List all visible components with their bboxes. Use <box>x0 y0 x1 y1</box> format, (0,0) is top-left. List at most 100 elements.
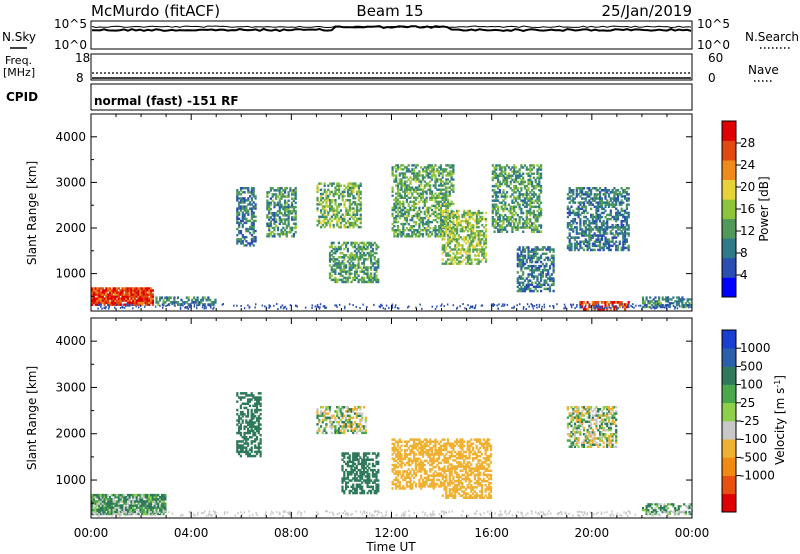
heatmap-cell <box>566 197 569 200</box>
ground-scatter-cell <box>203 307 205 310</box>
heatmap-cell <box>98 512 101 516</box>
heatmap-cell <box>273 189 276 192</box>
heatmap-cell <box>534 216 537 219</box>
heatmap-cell <box>468 242 471 245</box>
heatmap-cell <box>520 258 523 262</box>
heatmap-cell <box>513 224 516 227</box>
heatmap-cell <box>238 201 241 204</box>
heatmap-cell <box>107 493 110 497</box>
heatmap-cell <box>452 170 455 173</box>
heatmap-cell <box>579 189 582 192</box>
heatmap-cell <box>491 220 494 223</box>
heatmap-cell <box>599 230 602 233</box>
heatmap-cell <box>238 238 241 241</box>
heatmap-cell <box>525 195 528 198</box>
ground-scatter-cell <box>185 306 187 308</box>
heatmap-cell <box>622 303 625 306</box>
heatmap-cell <box>586 217 589 221</box>
heatmap-cell <box>151 293 154 296</box>
heatmap-cell <box>607 242 611 246</box>
heatmap-cell <box>339 264 342 267</box>
heatmap-cell <box>570 205 573 208</box>
heatmap-cell <box>550 279 553 282</box>
heatmap-cell <box>527 279 530 282</box>
ground-scatter-cell <box>601 307 603 310</box>
heatmap-cell <box>423 202 426 206</box>
heatmap-cell <box>429 220 432 224</box>
heatmap-cell <box>552 279 555 282</box>
heatmap-cell <box>595 224 598 227</box>
heatmap-cell <box>525 205 528 209</box>
heatmap-cell <box>456 211 459 215</box>
heatmap-cell <box>121 293 124 296</box>
heatmap-cell <box>323 184 326 187</box>
heatmap-cell <box>661 305 664 309</box>
heatmap-cell <box>404 216 407 220</box>
heatmap-cell <box>527 197 530 200</box>
heatmap-cell <box>491 218 494 221</box>
heatmap-cell <box>142 496 146 499</box>
heatmap-cell <box>144 297 147 300</box>
heatmap-cell <box>434 206 437 210</box>
heatmap-cell <box>609 244 612 248</box>
heatmap-cell <box>593 240 596 243</box>
heatmap-cell <box>516 170 519 173</box>
heatmap-cell <box>498 230 501 233</box>
heatmap-cell <box>484 260 488 263</box>
heatmap-cell <box>139 293 142 296</box>
heatmap-cell <box>484 240 488 243</box>
heatmap-cell <box>135 289 138 292</box>
heatmap-cell <box>525 166 528 169</box>
heatmap-cell <box>101 506 104 509</box>
heatmap-cell <box>475 219 478 223</box>
heatmap-cell <box>661 304 664 307</box>
nsearch-label: N.Search <box>745 30 799 44</box>
heatmap-cell <box>573 246 577 250</box>
heatmap-cell <box>370 256 373 259</box>
heatmap-cell <box>536 172 539 175</box>
heatmap-cell <box>139 303 142 306</box>
heatmap-cell <box>407 222 410 226</box>
ground-scatter-cell <box>213 306 215 309</box>
heatmap-cell <box>481 217 484 221</box>
heatmap-cell <box>627 203 630 206</box>
ground-scatter-cell <box>469 305 472 308</box>
heatmap-cell <box>443 217 446 221</box>
heatmap-cell <box>541 271 544 274</box>
heatmap-cell <box>402 174 405 177</box>
heatmap-cell <box>350 241 353 245</box>
heatmap-cell <box>395 231 398 234</box>
heatmap-cell <box>416 174 419 177</box>
ground-scatter-cell <box>492 305 494 307</box>
heatmap-cell <box>373 251 376 255</box>
heatmap-cell <box>538 195 541 198</box>
heatmap-cell <box>463 248 466 251</box>
heatmap-cell <box>509 195 512 198</box>
heatmap-cell <box>196 301 199 304</box>
heatmap-cell <box>497 224 500 227</box>
ground-scatter-cell <box>599 305 602 308</box>
heatmap-cell <box>278 203 281 207</box>
heatmap-cell <box>400 168 403 171</box>
heatmap-cell <box>527 264 530 268</box>
heatmap-cell <box>550 277 553 280</box>
heatmap-cell <box>329 209 332 212</box>
heatmap-cell <box>98 299 101 302</box>
heatmap-cell <box>348 272 351 275</box>
heatmap-cell <box>536 230 539 233</box>
heatmap-cell <box>448 170 451 173</box>
heatmap-cell <box>142 293 146 296</box>
heatmap-cell <box>523 254 527 257</box>
heatmap-cell <box>411 168 414 171</box>
heatmap-cell <box>511 207 514 211</box>
heatmap-cell <box>411 200 414 203</box>
heatmap-cell <box>91 508 94 511</box>
heatmap-cell <box>282 205 285 209</box>
heatmap-cell <box>575 189 578 192</box>
heatmap-cell <box>591 244 594 248</box>
heatmap-cell <box>445 224 448 227</box>
heatmap-cell <box>427 222 430 226</box>
heatmap-cell <box>91 506 94 509</box>
heatmap-cell <box>241 240 244 243</box>
